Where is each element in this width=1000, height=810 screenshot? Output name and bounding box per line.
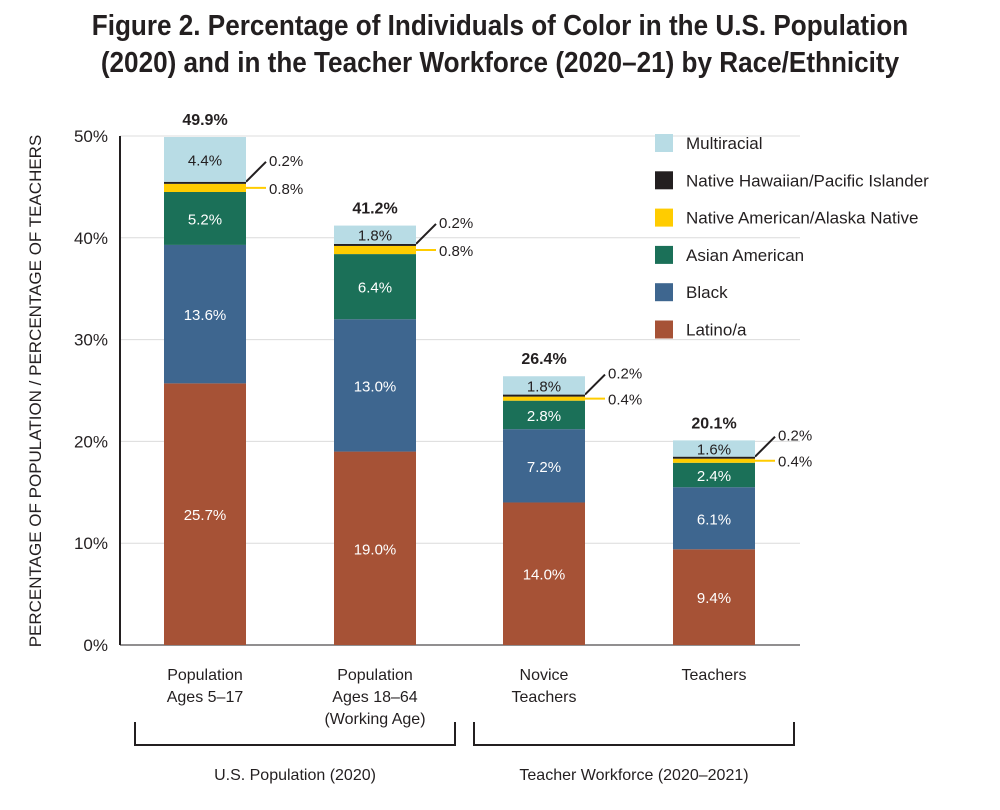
chart-title: Figure 2. Percentage of Individuals of C… [50, 8, 950, 82]
legend-swatch [655, 134, 673, 152]
bar-segment-multiracial [673, 440, 755, 457]
data-label: 9.4% [697, 590, 731, 607]
bar-segment-multiracial [503, 376, 585, 395]
y-tick-label: 20% [74, 432, 108, 451]
total-label: 20.1% [691, 415, 736, 432]
leader-line [754, 435, 776, 458]
data-label: 0.4% [778, 454, 812, 471]
bar-segment-native-american-alaska-native [164, 183, 246, 192]
group-bracket [134, 722, 456, 746]
data-label: 0.2% [608, 366, 642, 383]
x-tick-label: (Working Age) [324, 711, 425, 728]
bar-segment-native-hawaiian-pacific-islander [334, 243, 416, 246]
legend-swatch [655, 283, 673, 302]
bar-segment-multiracial [334, 225, 416, 244]
data-label: 6.1% [697, 511, 731, 528]
bar-segment-asian-american [334, 254, 416, 320]
bar-segment-native-american-alaska-native [334, 245, 416, 255]
x-tick-label: Teachers [682, 667, 747, 684]
data-label: 25.7% [184, 507, 227, 524]
data-label: 0.8% [439, 243, 473, 260]
total-label: 41.2% [352, 201, 397, 218]
total-label: 49.9% [182, 112, 227, 129]
bar-segment-native-hawaiian-pacific-islander [503, 394, 585, 397]
total-label: 26.4% [521, 351, 566, 368]
data-label: 19.0% [354, 541, 397, 558]
legend-swatch [655, 171, 673, 190]
bar-segment-black [334, 319, 416, 452]
bar-segment-black [164, 244, 246, 384]
x-tick-label: Novice [520, 667, 569, 684]
x-tick-label: Teachers [512, 689, 577, 706]
leader-line [415, 223, 437, 245]
bar-segment-native-hawaiian-pacific-islander [673, 456, 755, 459]
bar-segment-asian-american [503, 400, 585, 430]
data-label: 0.2% [439, 215, 473, 232]
bar-segment-asian-american [164, 191, 246, 245]
data-label: 5.2% [188, 211, 222, 228]
bar-segment-multiracial [164, 137, 246, 182]
legend-label: Black [686, 283, 728, 302]
data-label: 2.8% [527, 408, 561, 425]
bar-segment-asian-american [673, 462, 755, 488]
data-label: 1.6% [697, 442, 731, 459]
y-tick-label: 40% [74, 229, 108, 248]
data-label: 7.2% [527, 459, 561, 476]
bar-segment-latino-a [673, 549, 755, 645]
data-label: 13.0% [354, 378, 397, 395]
bar-segment-native-american-alaska-native [503, 396, 585, 401]
legend-label: Multiracial [686, 134, 763, 153]
bar-segment-latino-a [164, 383, 246, 645]
data-label: 0.8% [269, 181, 303, 198]
group-label: Teacher Workforce (2020–2021) [519, 767, 748, 784]
data-label: 13.6% [184, 307, 227, 324]
data-label: 2.4% [697, 468, 731, 485]
x-tick-label: Population [337, 667, 413, 684]
bar-segment-latino-a [503, 502, 585, 645]
legend-swatch [655, 245, 673, 264]
title-line: Figure 2. Percentage of Individuals of C… [91, 10, 909, 42]
data-label: 0.2% [778, 428, 812, 445]
leader-line [584, 373, 606, 396]
data-label: 1.8% [358, 228, 392, 245]
data-label: 14.0% [523, 567, 566, 584]
data-label: 6.4% [358, 280, 392, 297]
x-tick-label: Ages 5–17 [167, 689, 244, 706]
y-tick-label: 50% [74, 127, 108, 146]
legend-label: Native American/Alaska Native [686, 209, 918, 228]
y-tick-label: 10% [74, 534, 108, 553]
x-tick-label: Ages 18–64 [332, 689, 418, 706]
legend-swatch [655, 208, 673, 227]
legend-label: Latino/a [686, 321, 747, 340]
group-bracket [473, 722, 795, 746]
y-axis-label: PERCENTAGE OF POPULATION / PERCENTAGE OF… [26, 135, 45, 648]
y-tick-label: 0% [83, 636, 108, 655]
legend-swatch [655, 320, 673, 339]
leader-line [245, 161, 267, 183]
bar-segment-latino-a [334, 451, 416, 645]
data-label: 0.4% [608, 392, 642, 409]
x-tick-label: Population [167, 667, 243, 684]
bar-segment-native-american-alaska-native [673, 458, 755, 463]
y-tick-label: 30% [74, 331, 108, 350]
data-label: 1.8% [527, 378, 561, 395]
bar-segment-black [503, 429, 585, 503]
data-label: 4.4% [188, 152, 222, 169]
bar-segment-native-hawaiian-pacific-islander [164, 181, 246, 184]
bar-segment-black [673, 487, 755, 550]
title-line: (2020) and in the Teacher Workforce (202… [100, 47, 900, 79]
legend-label: Asian American [686, 246, 804, 265]
legend-label: Native Hawaiian/Pacific Islander [686, 171, 929, 190]
data-label: 0.2% [269, 153, 303, 170]
group-label: U.S. Population (2020) [214, 767, 376, 784]
